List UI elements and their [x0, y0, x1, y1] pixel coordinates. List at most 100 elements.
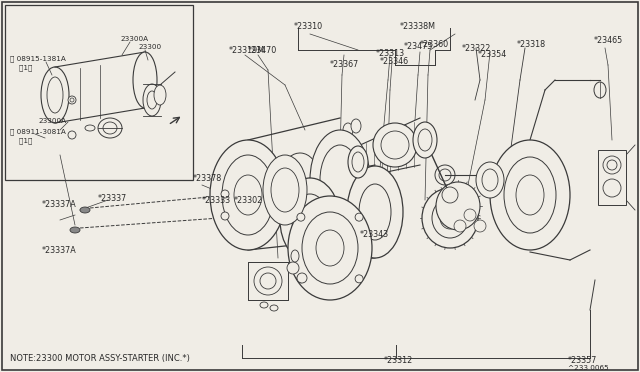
Ellipse shape: [355, 275, 363, 283]
Ellipse shape: [260, 302, 268, 308]
Ellipse shape: [85, 125, 95, 131]
Ellipse shape: [454, 220, 466, 232]
Ellipse shape: [297, 213, 305, 221]
Bar: [598, 150, 626, 205]
Ellipse shape: [47, 77, 63, 113]
Ellipse shape: [68, 131, 76, 139]
Text: *23312: *23312: [384, 356, 413, 365]
Ellipse shape: [271, 168, 299, 212]
Ellipse shape: [413, 122, 437, 158]
Ellipse shape: [133, 52, 157, 108]
Ellipse shape: [359, 184, 391, 240]
Ellipse shape: [260, 273, 276, 289]
Ellipse shape: [373, 123, 417, 167]
Ellipse shape: [347, 166, 403, 258]
Ellipse shape: [68, 96, 76, 104]
Text: *23333: *23333: [202, 196, 231, 205]
Ellipse shape: [297, 275, 305, 283]
Ellipse shape: [432, 198, 468, 238]
Ellipse shape: [287, 262, 299, 274]
Text: *23337: *23337: [98, 194, 127, 203]
Text: Ⓥ 08915-1381A: Ⓥ 08915-1381A: [10, 55, 66, 62]
Ellipse shape: [302, 212, 358, 284]
Text: *23313: *23313: [376, 49, 405, 58]
Ellipse shape: [343, 123, 353, 137]
Ellipse shape: [594, 82, 606, 98]
Ellipse shape: [222, 155, 274, 235]
Bar: [5, 5, 193, 180]
Ellipse shape: [297, 273, 307, 283]
Ellipse shape: [603, 179, 621, 197]
Ellipse shape: [254, 267, 282, 295]
Text: Ⓝ 08911-3081A: Ⓝ 08911-3081A: [10, 128, 66, 135]
Ellipse shape: [221, 190, 229, 198]
Text: （1）: （1）: [10, 64, 33, 71]
Text: 23300A: 23300A: [120, 36, 148, 42]
Ellipse shape: [504, 157, 556, 233]
Ellipse shape: [288, 196, 372, 300]
Ellipse shape: [280, 178, 340, 262]
Ellipse shape: [320, 145, 360, 215]
Ellipse shape: [221, 212, 229, 220]
Text: *23337A: *23337A: [42, 200, 77, 209]
Text: （1）: （1）: [10, 137, 33, 144]
Ellipse shape: [474, 220, 486, 232]
Text: 23300: 23300: [138, 44, 161, 50]
Ellipse shape: [292, 194, 328, 246]
Text: *23378: *23378: [193, 174, 222, 183]
Ellipse shape: [476, 162, 504, 198]
Ellipse shape: [70, 227, 80, 233]
Text: *23357: *23357: [568, 356, 597, 365]
Ellipse shape: [147, 91, 157, 109]
Ellipse shape: [263, 155, 307, 225]
Ellipse shape: [436, 182, 480, 230]
Text: ^233 0065: ^233 0065: [568, 365, 609, 371]
Text: *23465: *23465: [594, 36, 623, 45]
Ellipse shape: [234, 175, 262, 215]
Ellipse shape: [302, 208, 318, 232]
Text: *23343: *23343: [360, 230, 389, 239]
Text: *23322: *23322: [462, 44, 492, 53]
Ellipse shape: [352, 152, 364, 172]
Ellipse shape: [291, 250, 299, 262]
Ellipse shape: [422, 188, 478, 248]
Ellipse shape: [310, 130, 370, 230]
Ellipse shape: [154, 85, 166, 105]
Ellipse shape: [516, 175, 544, 215]
Text: *23470: *23470: [248, 46, 277, 55]
Ellipse shape: [464, 209, 476, 221]
Text: *23302: *23302: [234, 196, 263, 205]
Ellipse shape: [316, 230, 344, 266]
Ellipse shape: [80, 207, 90, 213]
Ellipse shape: [270, 305, 278, 311]
Ellipse shape: [103, 122, 117, 134]
Ellipse shape: [143, 84, 161, 116]
Text: *23318: *23318: [517, 40, 546, 49]
Text: *23310: *23310: [294, 22, 323, 31]
Ellipse shape: [607, 160, 617, 170]
Ellipse shape: [490, 140, 570, 250]
Ellipse shape: [439, 169, 451, 181]
Ellipse shape: [418, 129, 432, 151]
Text: *23367: *23367: [330, 60, 359, 69]
Text: 23300A: 23300A: [38, 118, 66, 124]
Ellipse shape: [482, 169, 498, 191]
Ellipse shape: [381, 131, 409, 159]
Ellipse shape: [355, 213, 363, 221]
Ellipse shape: [440, 207, 460, 229]
Text: NOTE:23300 MOTOR ASSY-STARTER (INC.*): NOTE:23300 MOTOR ASSY-STARTER (INC.*): [10, 354, 190, 363]
Ellipse shape: [348, 146, 368, 178]
Text: *23338M: *23338M: [400, 22, 436, 31]
Ellipse shape: [210, 140, 286, 250]
Ellipse shape: [442, 187, 458, 203]
Ellipse shape: [351, 119, 361, 133]
Ellipse shape: [603, 156, 621, 174]
Text: *23360: *23360: [420, 40, 449, 49]
Bar: [248, 262, 288, 300]
Text: *23346: *23346: [380, 57, 409, 66]
Ellipse shape: [70, 98, 74, 102]
Ellipse shape: [98, 118, 122, 138]
Text: *23319M: *23319M: [229, 46, 265, 55]
Text: *23337A: *23337A: [42, 246, 77, 255]
Ellipse shape: [435, 165, 455, 185]
